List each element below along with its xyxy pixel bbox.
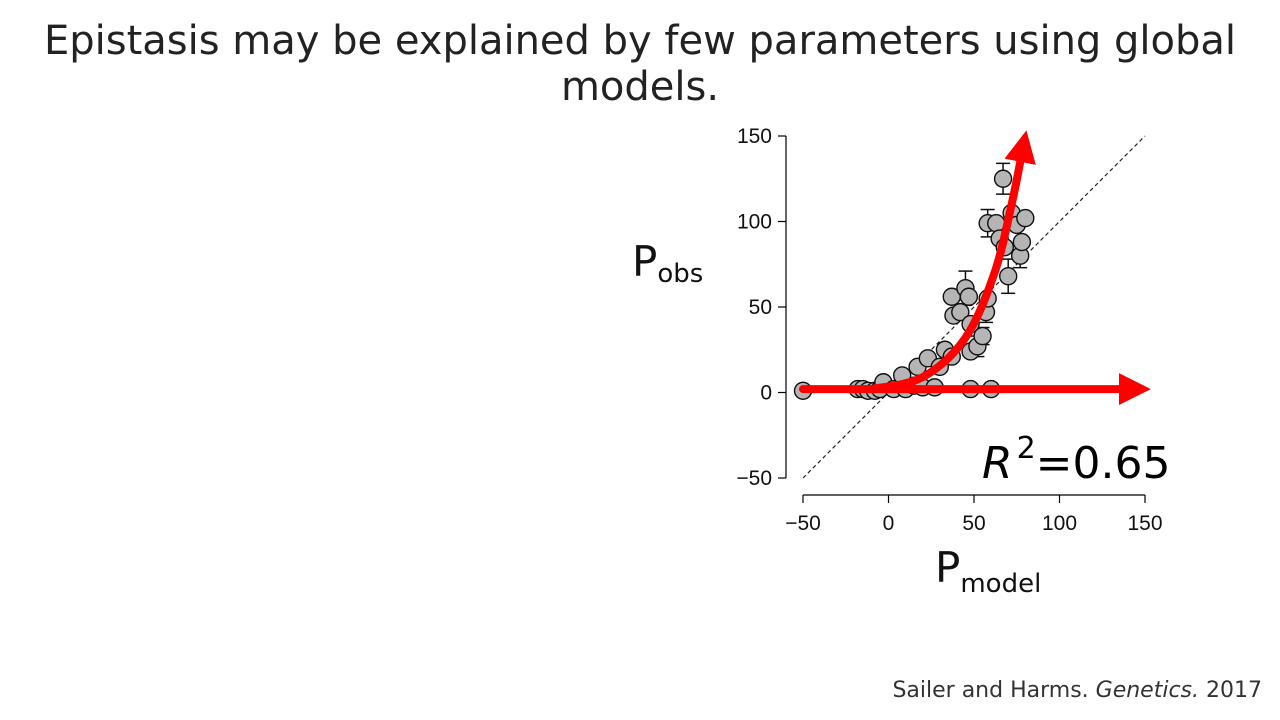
y-tick-label: 100 — [737, 211, 772, 234]
x-tick-label: −50 — [785, 512, 821, 535]
y-tick-label: 50 — [749, 296, 772, 319]
citation-authors: Sailer and Harms. — [892, 678, 1096, 703]
citation-journal: Genetics. — [1095, 678, 1200, 703]
x-axis-label: Pmodel — [935, 543, 1041, 599]
curved-trend-arrow — [867, 130, 1036, 394]
citation: Sailer and Harms. Genetics. 2017 — [892, 678, 1262, 703]
x-tick-label: 50 — [962, 512, 985, 535]
data-point — [999, 267, 1018, 286]
r-squared-annotation: R 2=0.65 — [982, 431, 1171, 489]
citation-year: 2017 — [1199, 678, 1262, 703]
x-tick-label: 0 — [883, 512, 895, 535]
data-point — [973, 326, 992, 346]
x-tick-label: 150 — [1127, 512, 1162, 535]
y-tick-label: 0 — [760, 382, 772, 405]
slide-title: Epistasis may be explained by few parame… — [43, 18, 1237, 110]
y-tick-label: −50 — [736, 467, 772, 490]
data-point — [951, 302, 970, 322]
y-axis-label: Pobs — [632, 237, 703, 289]
x-tick-label: 100 — [1042, 512, 1077, 535]
data-point — [1016, 208, 1035, 228]
data-point — [1012, 232, 1032, 252]
data-point — [993, 169, 1013, 188]
data-point — [959, 287, 979, 306]
reference-line — [802, 135, 1146, 479]
y-tick-label: 150 — [737, 125, 772, 148]
